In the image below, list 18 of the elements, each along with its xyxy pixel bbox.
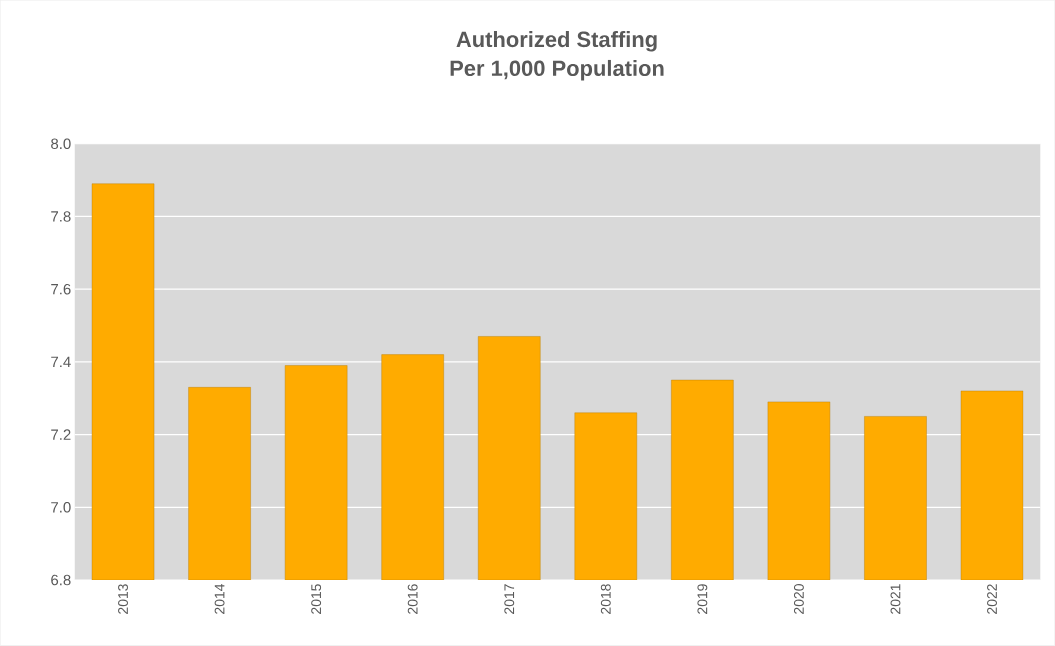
x-tick-label: 2014: [214, 584, 225, 614]
x-tick-label: 2021: [890, 584, 901, 614]
y-tick-label: 7.0: [51, 502, 71, 513]
y-tick-label: 7.6: [51, 284, 71, 295]
x-tick-label: 2015: [311, 584, 322, 614]
y-tick-label: 7.2: [51, 429, 71, 440]
x-tick-label: 2019: [697, 584, 708, 614]
y-tick-label: 8.0: [51, 138, 71, 150]
y-tick-label: 7.4: [51, 356, 71, 368]
y-tick-label: 6.8: [51, 574, 71, 586]
x-tick-label: 2022: [987, 584, 997, 614]
x-tick-label: 2020: [793, 584, 804, 614]
x-tick-label: 2016: [407, 584, 418, 614]
x-tick-label: 2013: [118, 584, 128, 614]
x-tick-label: 2018: [600, 584, 611, 614]
x-tick-label: 2017: [504, 584, 515, 614]
chart-title: Authorized Staffing Per 1,000 Population: [450, 31, 664, 81]
y-tick-label: 7.8: [51, 211, 71, 222]
